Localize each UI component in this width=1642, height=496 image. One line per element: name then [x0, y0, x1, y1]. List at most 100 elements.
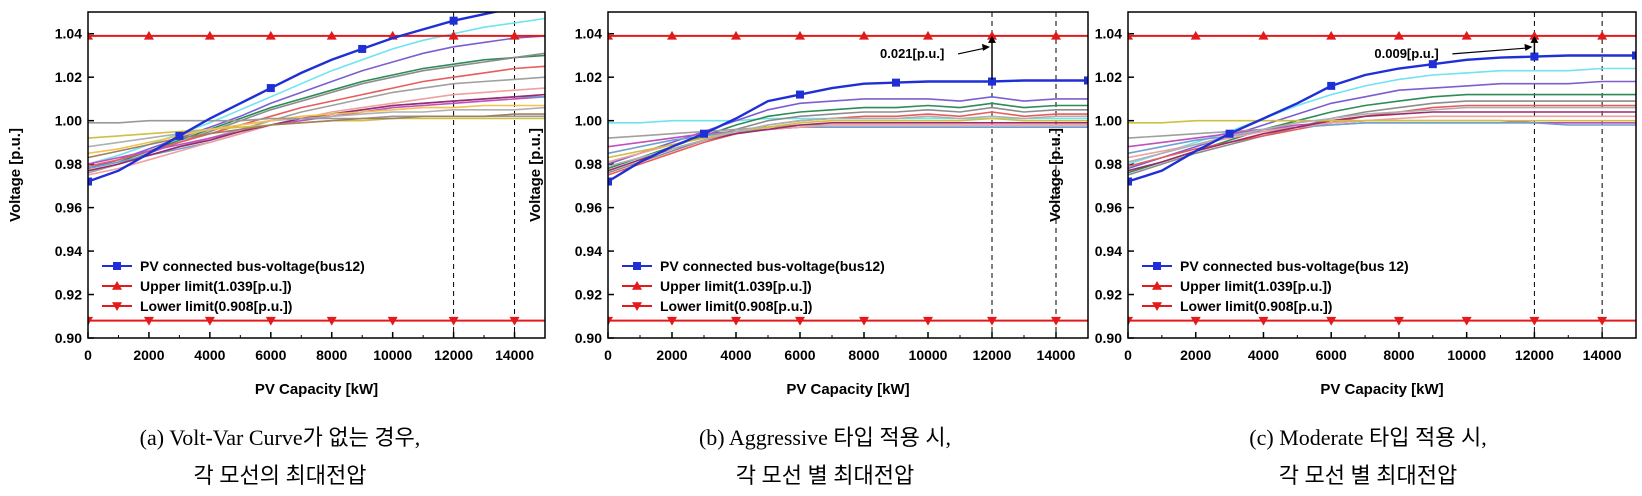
pv-series-marker — [1084, 76, 1088, 85]
caption-a-line1: (a) Volt-Var Curve가 없는 경우, — [139, 425, 421, 450]
legend-swatch-square — [633, 262, 641, 270]
pv-series-marker — [358, 44, 367, 53]
upper-limit-marker — [731, 30, 741, 40]
annotation-leader — [1452, 47, 1529, 55]
upper-limit-marker — [204, 30, 215, 40]
y-tick-label: 0.90 — [55, 330, 82, 346]
y-tick-label: 0.96 — [575, 200, 602, 216]
x-tick-label: 14000 — [495, 347, 534, 363]
chart-panel-b: 0 2000 4000 6000 8000 10000 12000 14000 0.90 0.92… — [527, 11, 1089, 398]
upper-limit-marker — [923, 30, 933, 40]
legend-label: Upper limit(1.039[p.u.]) — [1180, 278, 1332, 294]
y-tick-label: 1.00 — [55, 113, 82, 129]
y-tick-label: 0.90 — [575, 330, 602, 346]
x-tick-label: 8000 — [1383, 347, 1414, 363]
upper-limit-marker — [1326, 30, 1337, 40]
x-tick-label: 4000 — [1248, 347, 1279, 363]
x-tick-label: 12000 — [1515, 347, 1554, 363]
pv-series-marker — [796, 90, 804, 99]
lower-limit-marker — [859, 316, 869, 326]
bus-series-line — [1128, 122, 1636, 155]
lower-limit-marker — [1190, 316, 1201, 326]
upper-limit-marker — [326, 30, 337, 40]
legend-swatch-triangle-down — [632, 302, 642, 311]
pv-series-marker — [88, 177, 92, 186]
legend-label: Upper limit(1.039[p.u.]) — [140, 278, 292, 294]
legend-swatch-triangle-up — [112, 281, 122, 290]
x-tick-label: 2000 — [133, 347, 164, 363]
lower-limit-marker — [795, 316, 805, 326]
lower-limit-marker — [731, 316, 741, 326]
bus-series-line — [608, 106, 1088, 174]
legend-label: Upper limit(1.039[p.u.]) — [660, 278, 812, 294]
upper-limit-marker — [1128, 30, 1133, 40]
legend-label: PV connected bus-voltage(bus12) — [660, 258, 885, 274]
y-axis-label: Voltage [p.u.] — [527, 128, 544, 222]
legend: PV connected bus-voltage(bus12) Upper lim… — [622, 258, 885, 314]
y-tick-label: 1.02 — [55, 69, 82, 85]
bus-series-line — [88, 52, 545, 174]
x-tick-label: 10000 — [373, 347, 412, 363]
plot-frame — [607, 11, 1089, 339]
bus-series-line — [608, 126, 1088, 155]
x-tick-label: 10000 — [909, 347, 948, 363]
pv-series-marker — [1225, 129, 1234, 138]
y-tick-label: 1.04 — [55, 26, 82, 42]
upper-limit-marker — [667, 30, 677, 40]
annotation-label: 0.021[p.u.] — [880, 46, 944, 61]
bus-series-line — [1128, 67, 1636, 165]
annotation-arrow-up — [1530, 35, 1539, 43]
bus-series-line — [88, 76, 545, 174]
upper-limit-marker — [143, 30, 154, 40]
pv-series-marker — [608, 177, 612, 186]
legend-swatch-triangle-up — [632, 281, 642, 290]
pv-series-line — [608, 79, 1088, 183]
legend-swatch-triangle-down — [1152, 302, 1162, 311]
bus-series-line — [608, 95, 1088, 165]
x-tick-label: 14000 — [1037, 347, 1076, 363]
plot-area — [88, 12, 545, 338]
x-axis-label: PV Capacity [kW] — [1320, 381, 1443, 398]
lower-limit-marker — [1051, 316, 1061, 326]
upper-limit-marker — [1258, 30, 1269, 40]
pv-series-marker — [449, 16, 458, 25]
lower-limit-marker — [143, 316, 154, 326]
pv-series-marker — [892, 78, 900, 87]
legend-label: PV connected bus-voltage(bus 12) — [1180, 258, 1409, 274]
y-tick-label: 0.98 — [1095, 156, 1122, 172]
y-axis-label: Voltage [p.u.] — [7, 128, 24, 222]
x-tick-label: 12000 — [434, 347, 473, 363]
legend-label: Lower limit(0.908[p.u.]) — [1180, 298, 1332, 314]
x-tick-label: 6000 — [255, 347, 286, 363]
y-tick-label: 0.94 — [1095, 243, 1122, 259]
annotation-label: 0.009[p.u.] — [1374, 46, 1438, 61]
lower-limit-marker — [509, 316, 520, 326]
lower-limit-marker — [88, 316, 93, 326]
y-tick-label: 1.00 — [1095, 113, 1122, 129]
x-tick-label: 8000 — [316, 347, 347, 363]
y-tick-label: 0.96 — [1095, 200, 1122, 216]
plot-area — [608, 12, 1088, 338]
y-tick-label: 0.94 — [575, 243, 602, 259]
bus-series-line — [88, 106, 545, 148]
y-tick-label: 0.98 — [575, 156, 602, 172]
bus-series-line — [1128, 106, 1636, 163]
upper-limit-marker — [88, 30, 93, 40]
bus-series-line — [608, 111, 1088, 176]
x-tick-label: 12000 — [973, 347, 1012, 363]
lower-limit-marker — [1128, 316, 1133, 326]
legend-swatch-square — [1153, 262, 1161, 270]
lower-limit-marker — [326, 316, 337, 326]
legend: PV connected bus-voltage(bus12) Upper lim… — [102, 258, 365, 314]
caption-b-line1: (b) Aggressive 타입 적용 시, — [698, 425, 952, 450]
y-tick-label: 1.04 — [575, 26, 602, 42]
pv-series-marker — [1428, 60, 1437, 69]
x-tick-label: 2000 — [1180, 347, 1211, 363]
lower-limit-marker — [1529, 316, 1540, 326]
upper-limit-marker — [265, 30, 276, 40]
y-tick-label: 1.00 — [575, 113, 602, 129]
caption-a-line2: 각 모선의 최대전압 — [193, 463, 367, 488]
x-tick-label: 6000 — [1316, 347, 1347, 363]
x-tick-label: 4000 — [194, 347, 225, 363]
